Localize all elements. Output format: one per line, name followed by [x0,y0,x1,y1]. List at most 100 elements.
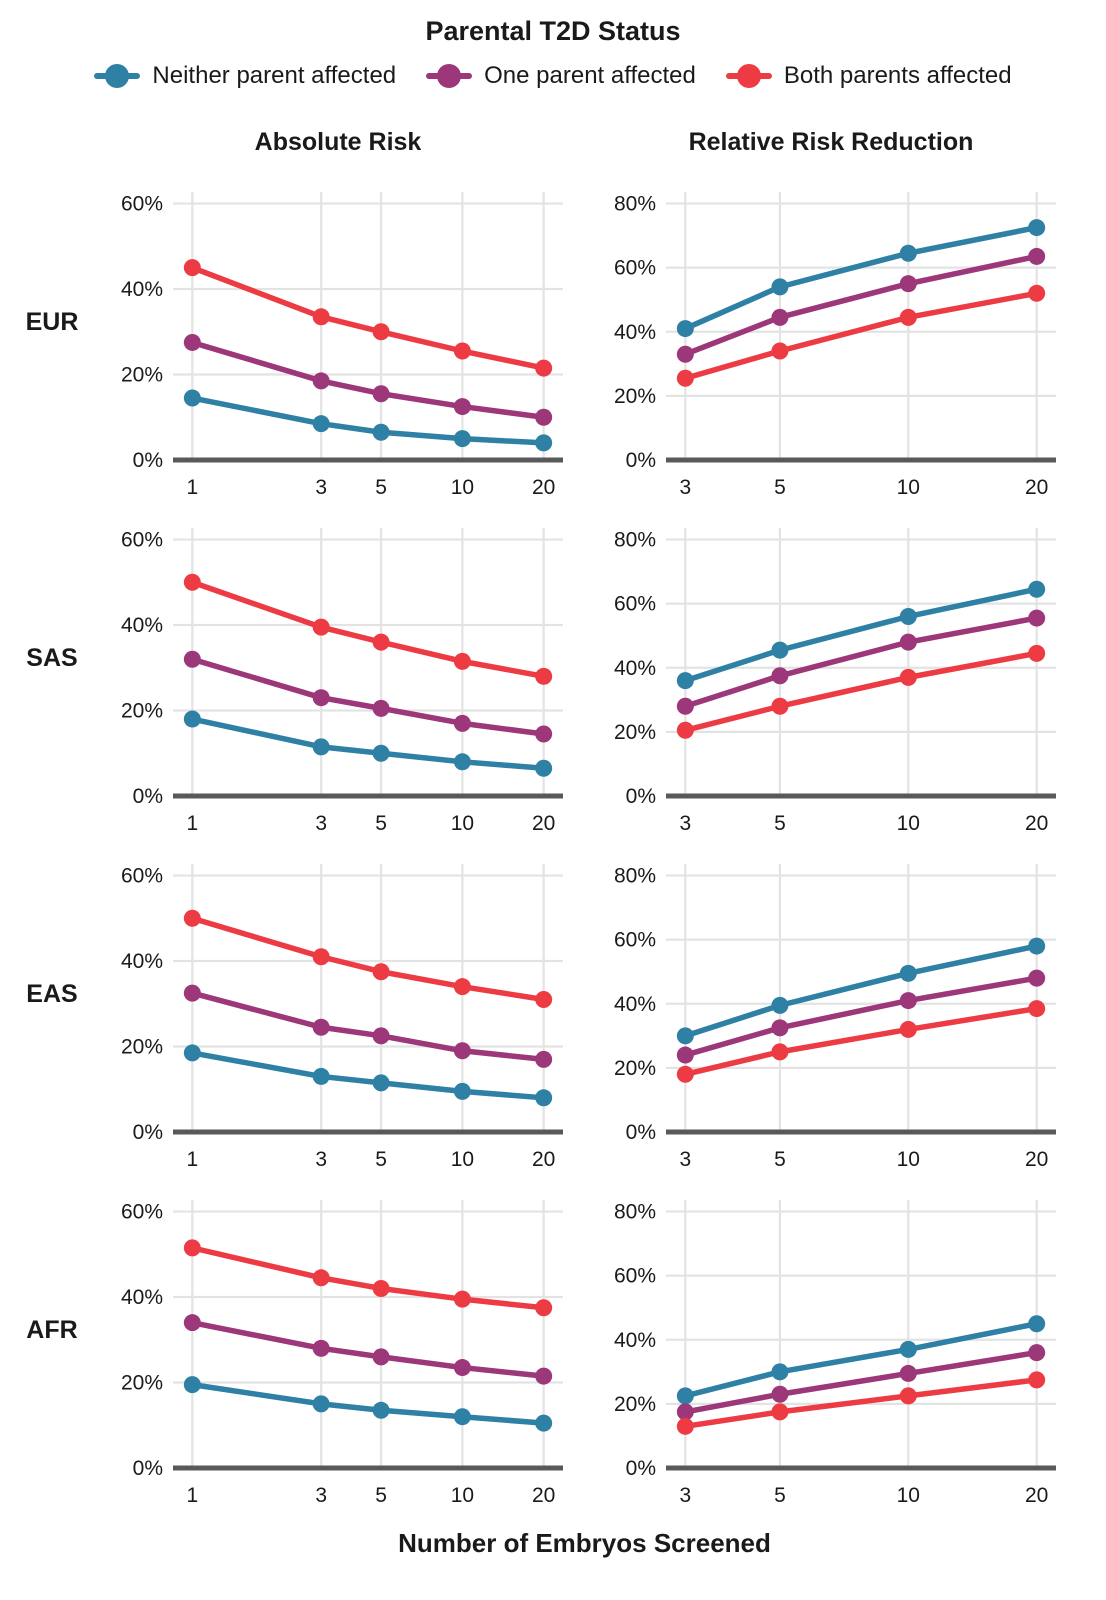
series-line [682,586,1040,684]
data-point [1028,969,1046,987]
data-point [372,963,390,981]
row-label-afr: AFR [26,1316,78,1344]
data-point [899,964,917,982]
x-tick-label: 1 [186,1148,198,1171]
data-point [312,1018,330,1036]
x-tick-label: 20 [532,1148,555,1171]
y-tick-label: 20% [614,1393,656,1416]
x-tick-label: 10 [897,1148,920,1171]
data-point [1028,219,1046,237]
y-tick-label: 40% [121,278,163,301]
y-tick-label: 60% [614,1265,656,1288]
data-point [535,667,553,685]
series-line [682,1377,1040,1430]
data-point [676,320,694,338]
x-tick-label: 10 [451,1484,474,1507]
x-tick-label: 20 [1025,812,1048,835]
data-point [372,385,390,403]
x-tick-label: 3 [315,1148,327,1171]
y-tick-label: 0% [133,449,163,472]
data-point [312,618,330,636]
data-point [1028,937,1046,955]
x-tick-label: 5 [375,812,387,835]
row-label-eas: EAS [26,980,78,1008]
data-point [453,978,471,996]
x-tick-label: 3 [679,1484,691,1507]
x-tick-label: 3 [679,1148,691,1171]
y-tick-label: 0% [133,785,163,808]
data-point [183,710,201,728]
data-point [312,1067,330,1085]
y-tick-label: 20% [121,700,163,723]
legend-label: One parent affected [484,62,696,89]
legend-label: Neither parent affected [152,62,397,89]
x-tick-label: 5 [375,476,387,499]
data-point [676,672,694,690]
x-tick-label: 5 [774,812,786,835]
x-tick-label: 3 [315,476,327,499]
data-point [1028,580,1046,598]
data-point [1028,1315,1046,1333]
y-tick-label: 0% [133,1457,163,1480]
data-point [535,359,553,377]
y-tick-label: 0% [626,785,656,808]
legend-item-both: Both parents affected [725,62,1012,90]
y-tick-label: 20% [121,364,163,387]
y-tick-label: 60% [121,529,163,552]
one-parent-marker-icon [426,63,473,89]
data-point [312,1269,330,1287]
data-point [372,1401,390,1419]
data-point [453,1408,471,1426]
data-point [535,434,553,452]
x-tick-label: 1 [186,476,198,499]
series-line [189,1050,547,1101]
data-point [535,1414,553,1432]
data-point [535,1089,553,1107]
data-point [535,408,553,426]
data-point [676,1065,694,1083]
series-line [682,1005,1040,1078]
data-point [183,984,201,1002]
data-point [453,1359,471,1377]
x-tick-label: 1 [186,1484,198,1507]
neither-parent-marker-icon [94,63,141,89]
data-point [535,1050,553,1068]
y-tick-label: 40% [121,614,163,637]
x-tick-label: 10 [451,812,474,835]
data-point [771,1385,789,1403]
data-point [535,759,553,777]
y-tick-label: 20% [121,1036,163,1059]
data-point [899,275,917,293]
data-point [1028,644,1046,662]
data-point [899,1020,917,1038]
row-label-eur: EUR [25,308,79,336]
data-point [372,1348,390,1366]
data-point [1028,1344,1046,1362]
row-label-sas: SAS [26,644,78,672]
data-point [1028,247,1046,265]
data-point [183,573,201,591]
x-tick-label: 5 [774,1484,786,1507]
data-point [453,652,471,670]
data-point [453,753,471,771]
y-tick-label: 40% [614,993,656,1016]
x-tick-label: 20 [532,1484,555,1507]
panel-eur-absolute-risk: 1 3 5 10 20 0% 20% 40% 60% [121,192,563,499]
series-line [189,1381,547,1426]
series-line [682,650,1040,734]
x-tick-label: 20 [532,476,555,499]
x-tick-label: 20 [1025,476,1048,499]
panel-sas-absolute-risk: 1 3 5 10 20 0% 20% 40% 60% [121,528,563,835]
x-tick-label: 5 [774,476,786,499]
data-point [183,389,201,407]
data-point [899,607,917,625]
data-point [771,1403,789,1421]
series-line [189,395,547,446]
x-tick-label: 10 [897,1484,920,1507]
data-point [312,738,330,756]
y-tick-label: 0% [626,1121,656,1144]
data-point [676,345,694,363]
data-point [676,1403,694,1421]
data-point [771,308,789,326]
data-point [453,342,471,360]
